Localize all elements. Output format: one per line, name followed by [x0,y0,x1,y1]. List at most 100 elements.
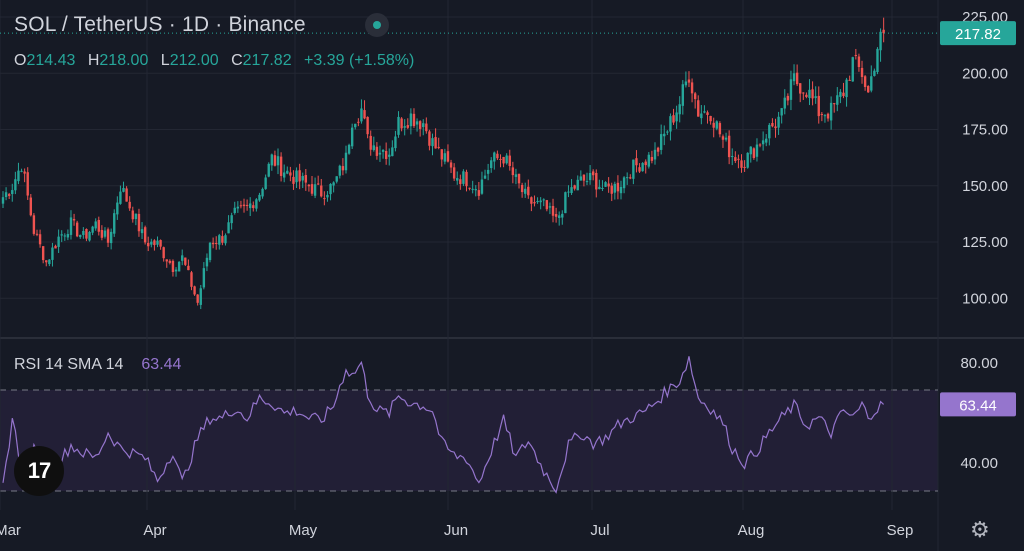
candle-body [273,155,277,166]
candle-body [57,236,60,247]
candle-body [48,259,51,265]
candle-body [400,118,403,129]
candle-body [675,112,678,122]
candle-body [663,133,666,137]
candle-body [270,154,274,166]
candle-body [63,235,66,237]
candle-body [755,144,759,157]
candle-body [440,149,443,160]
candle-body [298,170,301,182]
candle-body [715,121,718,129]
candle-body [604,182,607,187]
candle-body [449,162,453,168]
candle-body [41,246,45,261]
candle-body [647,154,651,167]
tradingview-logo[interactable]: 17 [14,446,64,496]
candle-body [378,152,382,155]
last-price-label: 217.82 [955,26,1001,43]
rsi-legend[interactable]: RSI 14 SMA 14 63.44 [14,356,181,374]
candle-body [7,194,11,196]
candle-body [122,187,125,192]
candle-body [282,172,286,178]
candle-body [570,187,573,193]
candle-body [545,200,549,210]
candle-body [338,165,342,176]
candle-body [391,147,394,157]
candle-body [29,197,33,216]
candle-body [66,234,70,238]
candle-body [156,240,159,245]
gear-icon[interactable]: ⚙ [970,517,990,542]
candle-body [94,221,97,229]
candle-body [817,95,820,117]
candle-body [301,176,304,181]
candle-body [727,135,731,158]
candle-body [845,79,848,98]
candle-body [591,171,595,176]
candle-body [384,150,388,159]
price-tick-label: 150.00 [962,178,1008,195]
candle-body [765,138,768,143]
candle-body [320,185,323,197]
low-label: L [160,52,170,69]
candle-body [802,92,805,94]
candle-body [712,122,715,128]
candle-body [486,169,490,174]
candle-body [252,205,255,209]
candle-body [480,179,484,194]
candle-body [227,222,230,234]
candle-body [820,113,824,115]
candle-body [326,194,329,198]
candle-body [539,200,542,203]
candle-body [292,176,295,184]
symbol-title[interactable]: SOL / TetherUS · 1D · Binance [14,13,306,36]
candle-body [242,204,246,207]
market-open-dot-icon [365,13,389,37]
candle-body [26,172,29,196]
candle-body [836,95,839,105]
candle-body [199,288,202,305]
candle-body [255,199,258,209]
candle-body [496,153,499,159]
candle-body [585,181,589,183]
candle-body [656,147,660,152]
candle-body [205,257,209,267]
candle-body [313,184,317,196]
candle-body [267,163,270,177]
candle-body [795,72,799,85]
candle-body [607,183,610,187]
candle-body [833,103,836,105]
time-tick-label: Apr [143,522,166,539]
candle-body [425,123,428,132]
close-label: C [231,52,243,69]
candle-body [116,202,119,215]
candle-body [366,116,369,135]
candle-body [38,234,42,245]
candle-body [131,210,134,220]
candle-body [573,185,576,189]
candle-body [610,185,613,194]
candle-body [137,213,141,232]
candle-body [193,286,196,295]
candle-body [505,155,508,164]
candle-body [771,123,774,127]
candle-body [412,113,416,127]
high-value: 218.00 [99,52,149,69]
candle-body [310,184,314,194]
candle-body [659,134,663,150]
candle-body [100,229,104,238]
candle-body [684,81,688,86]
price-tick-label: 100.00 [962,290,1008,307]
time-tick-label: Aug [738,522,765,539]
candle-body [335,176,338,182]
candle-body [879,31,882,51]
candle-body [524,188,527,194]
candle-body [499,158,502,160]
candle-body [406,125,409,128]
candle-body [789,79,793,100]
candle-body [276,156,280,166]
candle-body [737,158,740,160]
candle-body [452,167,456,179]
